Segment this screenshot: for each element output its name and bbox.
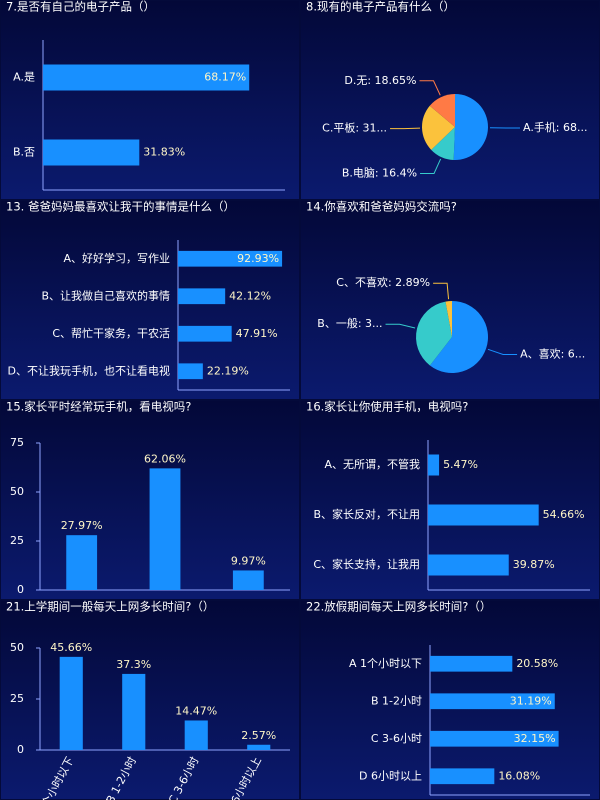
slice-label: A.手机: 68... xyxy=(523,120,588,134)
value-label: 31.83% xyxy=(143,146,185,159)
leader-line xyxy=(420,158,442,174)
bar xyxy=(430,768,495,785)
category-label: A.是 xyxy=(13,71,35,84)
chart-title: 22.放假期间每天上网多长时间?（） xyxy=(306,600,491,614)
category-label: B.否 xyxy=(13,146,35,159)
value-label: 37.3% xyxy=(116,658,151,671)
value-label: 47.91% xyxy=(236,327,278,340)
bar xyxy=(430,655,513,672)
y-tick-label: 50 xyxy=(10,485,24,498)
bar xyxy=(430,730,559,747)
bar xyxy=(428,554,509,576)
chart-title: 16.家长让你使用手机，电视吗? xyxy=(306,400,468,414)
chart-title: 14.你喜欢和爸爸妈妈交流吗? xyxy=(306,200,457,214)
value-label: 32.15% xyxy=(514,732,556,745)
category-label: B、家长反对，不让用 xyxy=(313,507,420,521)
chart-title: 7.是否有自己的电子产品（） xyxy=(6,0,155,14)
value-label: 2.57% xyxy=(241,729,276,742)
value-label: 9.97% xyxy=(231,554,266,567)
pie-slice xyxy=(422,105,455,150)
bar xyxy=(428,454,440,476)
pie-slice xyxy=(429,94,455,127)
value-label: 22.19% xyxy=(207,364,249,377)
pie-slice xyxy=(431,127,455,160)
pie-slice xyxy=(453,94,488,160)
category-label: D 6小时以上 xyxy=(359,769,422,782)
slice-label: B、一般: 3... xyxy=(317,317,382,330)
value-label: 42.12% xyxy=(229,289,271,302)
bar xyxy=(43,139,140,166)
chart-title: 15.家长平时经常玩手机，看电视吗? xyxy=(6,400,191,414)
chart-title: 13. 爸爸妈妈最喜欢让我干的事情是什么（） xyxy=(6,200,235,214)
value-label: 16.08% xyxy=(498,769,540,782)
bar xyxy=(59,656,83,750)
category-label: A、无所谓，不管我 xyxy=(324,457,420,471)
value-label: 5.47% xyxy=(443,458,478,471)
bar xyxy=(178,250,283,267)
bar xyxy=(149,468,181,590)
bar xyxy=(43,64,250,91)
bar xyxy=(178,363,203,380)
category-label: A 1个小时以下 xyxy=(349,657,422,670)
value-label: 45.66% xyxy=(50,641,92,654)
y-tick-label: 25 xyxy=(10,692,24,705)
bar xyxy=(428,504,539,526)
slice-label: A、喜欢: 6... xyxy=(520,346,585,360)
panel xyxy=(1,1,299,199)
slice-label: C.平板: 31... xyxy=(322,121,387,135)
value-label: 39.87% xyxy=(513,558,555,571)
leader-line xyxy=(433,282,450,300)
chart-title: 21.上学期间一般每天上网多长时间?（） xyxy=(6,600,214,614)
bar xyxy=(232,570,264,590)
leader-line xyxy=(419,80,441,96)
pie-slice xyxy=(416,301,452,366)
category-label: A、好好学习，写作业 xyxy=(63,251,170,265)
leader-line xyxy=(487,348,518,355)
pie-slice xyxy=(429,301,488,374)
bar xyxy=(247,744,271,750)
value-label: 62.06% xyxy=(144,452,186,465)
y-tick-label: 25 xyxy=(10,534,24,547)
panel xyxy=(1,201,299,399)
value-label: 31.19% xyxy=(510,694,552,707)
chart-title: 8.现有的电子产品有什么（） xyxy=(306,0,455,14)
category-label: B、让我做自己喜欢的事情 xyxy=(41,288,170,302)
leader-line xyxy=(390,127,421,130)
panel xyxy=(1,601,299,799)
bar xyxy=(178,325,232,342)
category-label: C 3-6小时 xyxy=(371,732,422,745)
bar xyxy=(184,720,208,750)
bar xyxy=(122,673,146,750)
value-label: 92.93% xyxy=(237,252,279,265)
slice-label: D.无: 18.65% xyxy=(344,74,416,87)
leader-line xyxy=(385,323,416,329)
category-label: B 1-2小时 xyxy=(371,694,422,707)
y-tick-label: 75 xyxy=(10,436,24,449)
bar xyxy=(178,288,226,305)
value-label: 14.47% xyxy=(175,704,217,717)
y-tick-label: 0 xyxy=(17,583,24,596)
value-label: 27.97% xyxy=(61,519,103,532)
value-label: 68.17% xyxy=(204,71,246,84)
pie-slice xyxy=(445,301,452,337)
bar xyxy=(66,535,98,590)
category-label: C、帮忙干家务，干农活 xyxy=(52,326,170,340)
value-label: 20.58% xyxy=(516,657,558,670)
category-label: D、不让我玩手机，也不让看电视 xyxy=(8,363,170,377)
value-label: 54.66% xyxy=(543,508,585,521)
slice-label: B.电脑: 16.4% xyxy=(342,166,417,179)
category-label: C、家长支持，让我用 xyxy=(313,557,420,571)
slice-label: C、不喜欢: 2.89% xyxy=(336,275,430,289)
y-tick-label: 0 xyxy=(17,743,24,756)
y-tick-label: 50 xyxy=(10,641,24,654)
bar xyxy=(430,693,555,710)
